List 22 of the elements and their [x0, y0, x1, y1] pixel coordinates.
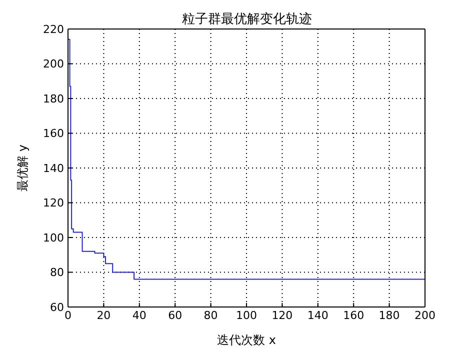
y-tick-label: 220 — [43, 22, 64, 36]
x-tick-label: 80 — [204, 308, 218, 322]
y-tick-label: 180 — [43, 92, 64, 106]
x-tick-label: 180 — [378, 308, 400, 322]
x-tick-label: 20 — [96, 308, 111, 322]
x-tick-label: 40 — [132, 308, 146, 322]
y-axis-title: 最优解 y — [15, 144, 30, 192]
x-axis-title: 迭代次数 x — [217, 333, 276, 347]
y-tick-label: 100 — [43, 231, 64, 244]
chart-title: 粒子群最优解变化轨迹 — [181, 11, 313, 28]
y-tick-label: 200 — [43, 58, 64, 71]
y-tick-label: 160 — [43, 127, 64, 140]
x-tick-label: 140 — [307, 308, 328, 322]
y-tick-label: 120 — [43, 196, 64, 210]
x-tick-label: 120 — [272, 308, 293, 322]
x-tick-label: 100 — [236, 308, 257, 322]
y-tick-label: 80 — [50, 266, 64, 280]
x-tick-label: 160 — [343, 308, 364, 322]
y-tick-label: 140 — [43, 162, 64, 175]
x-tick-label: 60 — [168, 308, 182, 322]
x-tick-label: 200 — [414, 308, 436, 322]
x-tick-label: 0 — [64, 308, 72, 322]
